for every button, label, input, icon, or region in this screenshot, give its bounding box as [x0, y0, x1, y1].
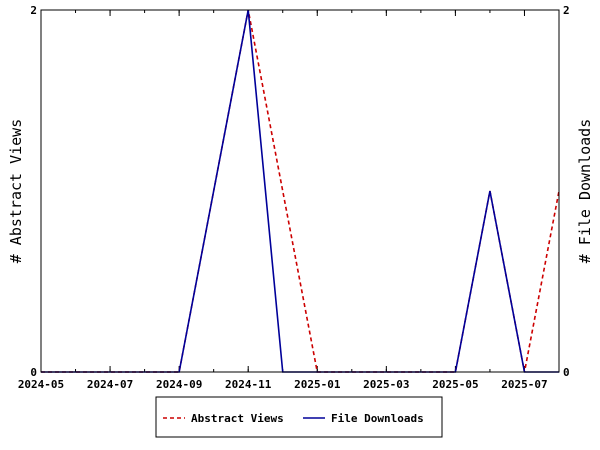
y-axis-title-left: # Abstract Views	[7, 119, 25, 264]
y-tick-label-right: 0	[563, 366, 570, 379]
y-tick-label-right: 2	[563, 4, 570, 17]
y-tick-label-left: 2	[30, 4, 37, 17]
x-tick-label: 2024-05	[18, 378, 64, 391]
legend-label-file-downloads: File Downloads	[331, 412, 424, 425]
x-tick-label: 2024-11	[225, 378, 272, 391]
series-layer	[41, 9, 560, 373]
x-tick-label: 2025-01	[294, 378, 341, 391]
tick-labels: 2024-05 2024-07 2024-09 2024-11 2025-01 2025-…	[18, 4, 570, 391]
x-tick-label: 2025-05	[432, 378, 478, 391]
legend-box	[155, 396, 443, 438]
legend: Abstract Views File Downloads	[155, 396, 443, 438]
x-tick-label: 2024-07	[87, 378, 133, 391]
y-axis-title-right: # File Downloads	[576, 119, 594, 264]
x-tick-label: 2025-07	[501, 378, 547, 391]
x-tick-label: 2025-03	[363, 378, 409, 391]
series-line-file-downloads	[41, 9, 559, 373]
x-tick-label: 2024-09	[156, 378, 202, 391]
y-tick-label-left: 0	[30, 366, 37, 379]
legend-label-abstract-views: Abstract Views	[191, 412, 284, 425]
plot-area-frame	[40, 9, 560, 373]
series-line-abstract-views	[41, 9, 560, 373]
axis-ticks	[40, 9, 560, 373]
